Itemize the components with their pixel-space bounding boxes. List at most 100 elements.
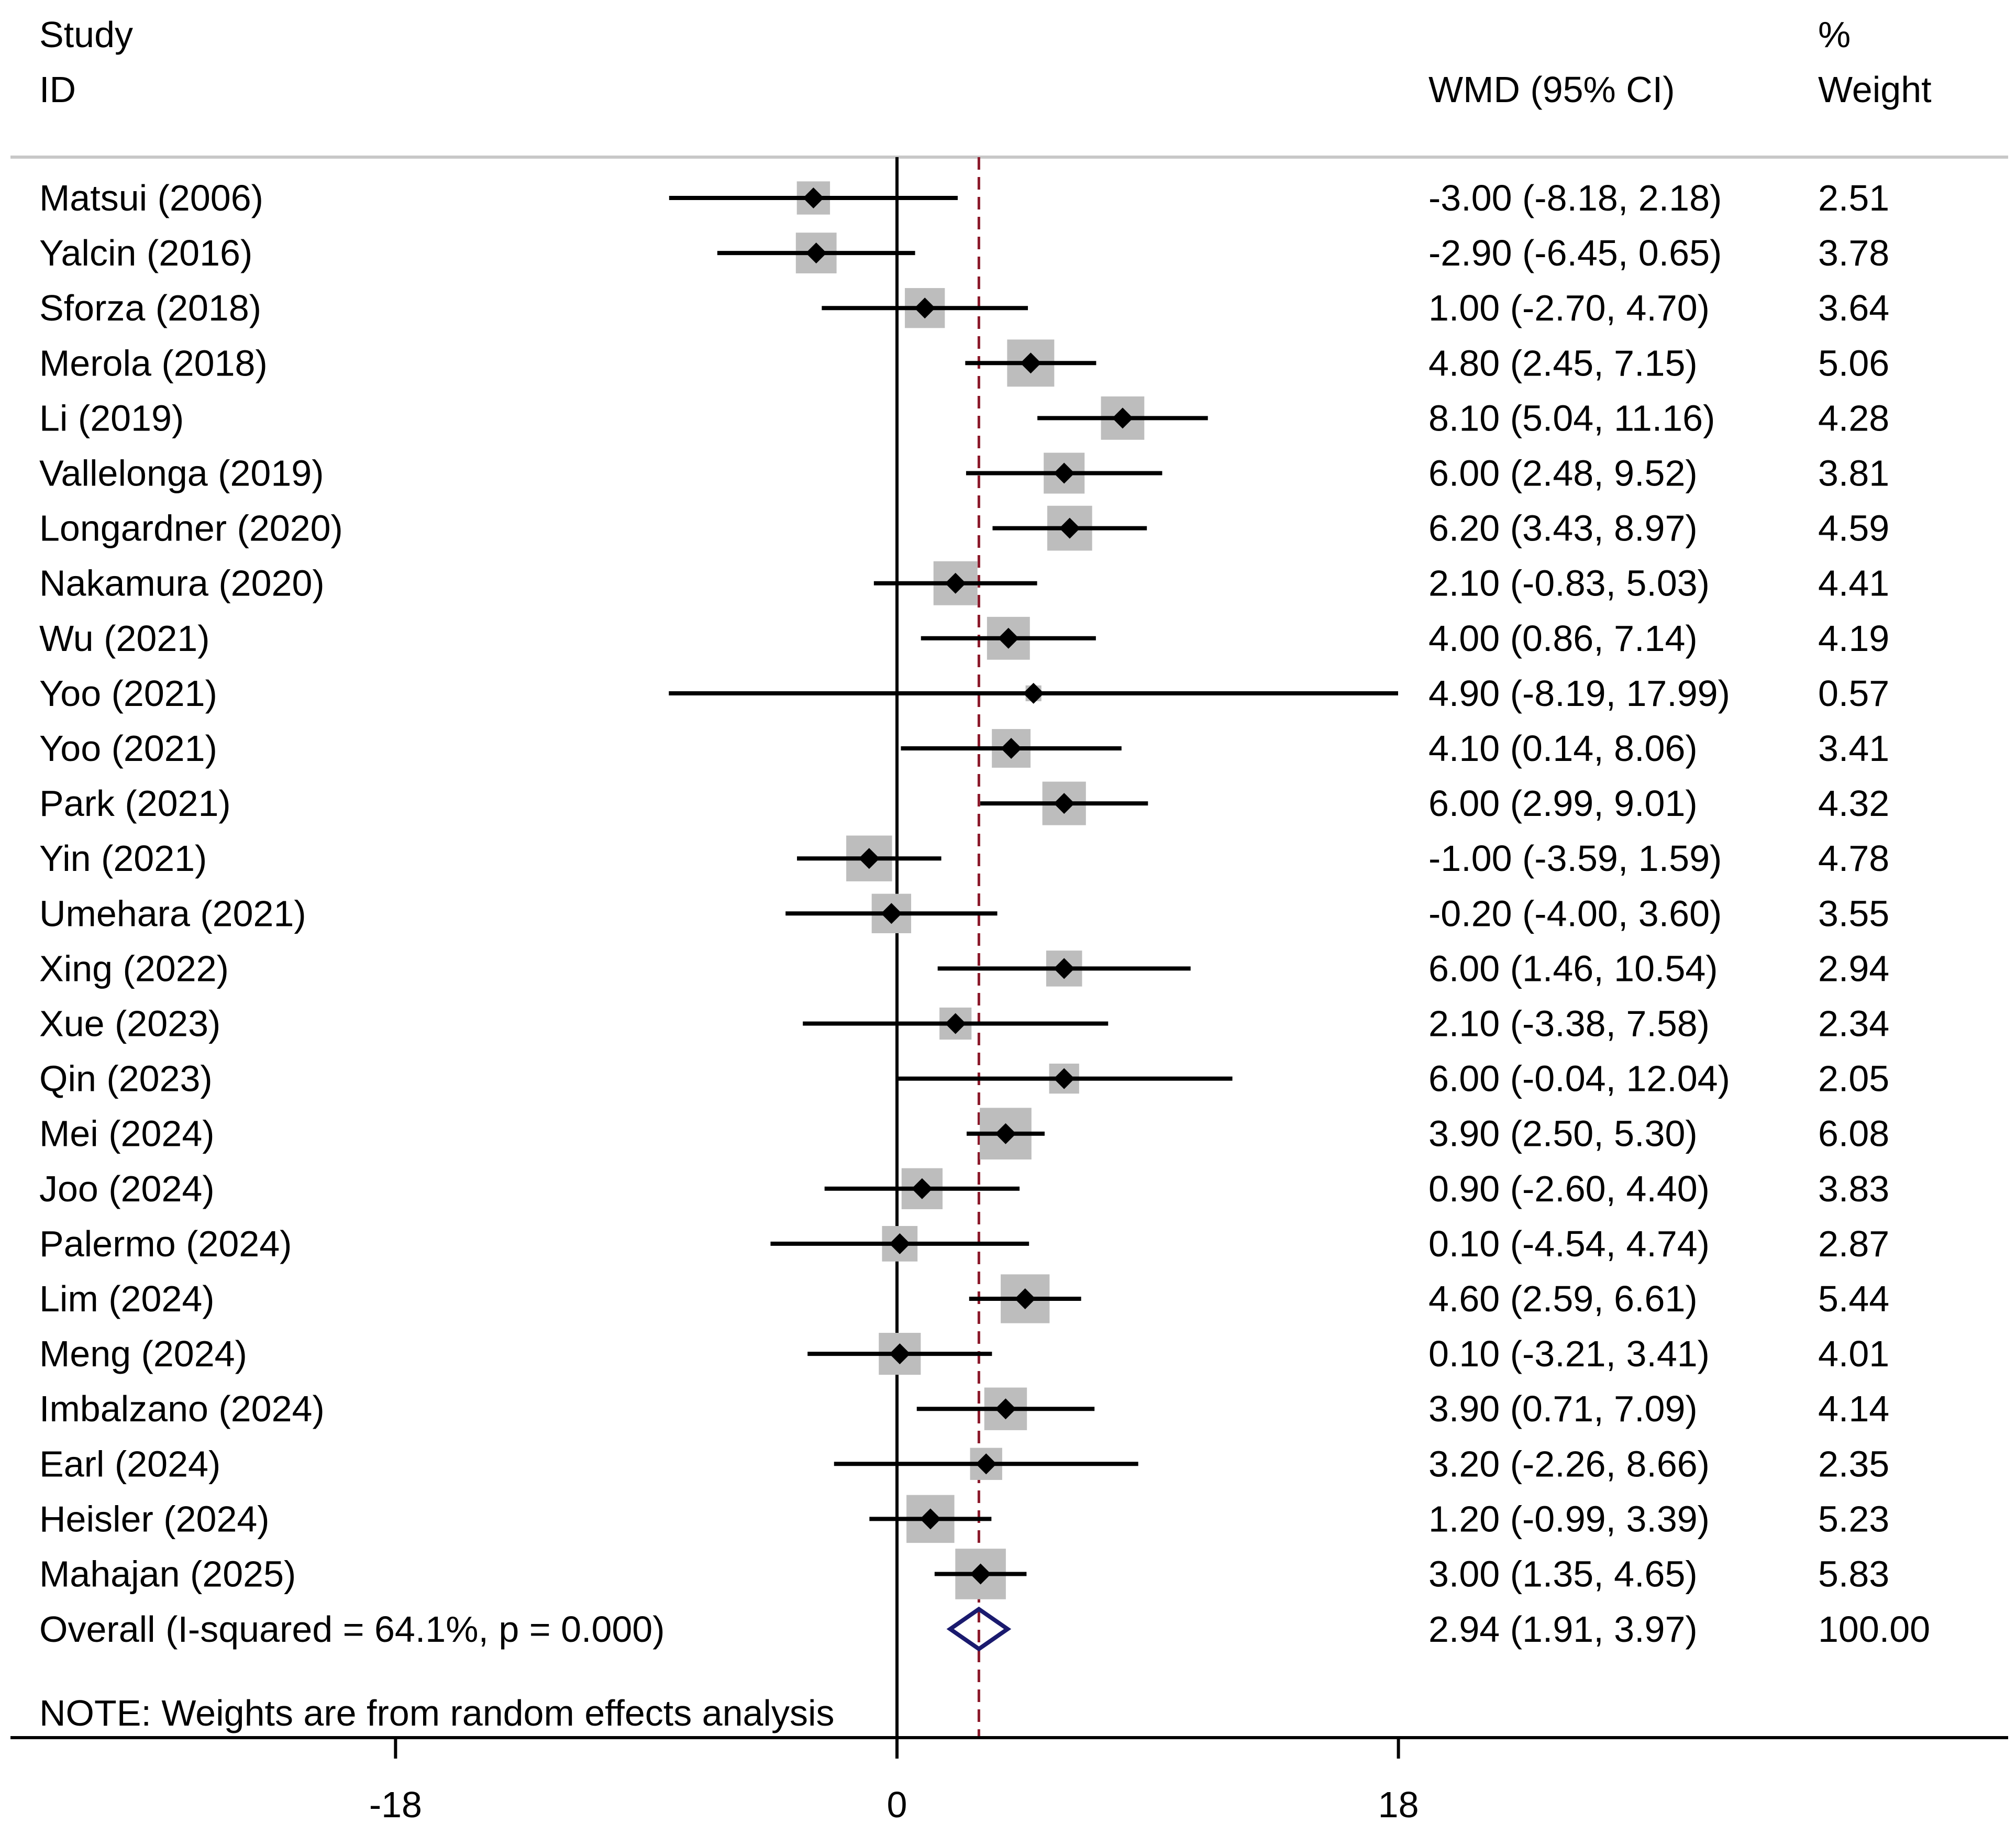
point-estimate: [805, 242, 827, 264]
study-label: Sforza (2018): [39, 288, 261, 328]
study-weight-text: 2.35: [1818, 1443, 1889, 1484]
header-weight: Weight: [1818, 69, 1932, 110]
point-estimate: [881, 903, 902, 924]
study-ci-text: 6.00 (2.48, 9.52): [1428, 453, 1698, 494]
study-ci-text: 4.80 (2.45, 7.15): [1428, 343, 1698, 383]
overall-weight-text: 100.00: [1818, 1609, 1930, 1650]
axis-layer: -18 0 18: [369, 1738, 1419, 1825]
overall-diamond: [946, 1606, 1012, 1652]
point-estimate: [1054, 958, 1075, 979]
study-label: Earl (2024): [39, 1443, 220, 1484]
header-effect: WMD (95% CI): [1428, 69, 1675, 110]
study-weight-text: 6.08: [1818, 1113, 1889, 1154]
point-estimate: [914, 297, 936, 319]
study-weight-text: 3.55: [1818, 893, 1889, 934]
study-label: Wu (2021): [39, 618, 210, 659]
study-weight-text: 4.19: [1818, 618, 1889, 659]
study-weight-text: 4.41: [1818, 563, 1889, 604]
study-weight-text: 4.14: [1818, 1388, 1889, 1429]
study-ci-text: -1.00 (-3.59, 1.59): [1428, 838, 1722, 879]
study-label: Xue (2023): [39, 1003, 220, 1044]
study-label: Longardner (2020): [39, 508, 343, 549]
point-estimate: [1054, 1068, 1075, 1089]
study-ci-text: 3.90 (0.71, 7.09): [1428, 1388, 1698, 1429]
x-tick-label: 18: [1378, 1784, 1419, 1825]
study-label: Matsui (2006): [39, 178, 263, 218]
study-ci-text: 8.10 (5.04, 11.16): [1428, 397, 1715, 438]
study-label: Imbalzano (2024): [39, 1388, 325, 1429]
point-estimate: [920, 1508, 941, 1530]
study-ci-text: 4.00 (0.86, 7.14): [1428, 618, 1698, 659]
point-estimate: [889, 1233, 911, 1254]
study-ci-text: 6.20 (3.43, 8.97): [1428, 508, 1698, 549]
study-ci-text: 2.10 (-0.83, 5.03): [1428, 563, 1710, 604]
point-estimate: [1054, 462, 1075, 484]
study-label: Park (2021): [39, 783, 231, 824]
point-estimate: [945, 1013, 966, 1034]
study-weight-text: 2.87: [1818, 1223, 1889, 1264]
study-ci-text: 0.90 (-2.60, 4.40): [1428, 1168, 1710, 1209]
study-ci-text: 4.60 (2.59, 6.61): [1428, 1278, 1698, 1319]
study-weight-text: 0.57: [1818, 673, 1889, 714]
rows-layer: Matsui (2006) -3.00 (-8.18, 2.18) 2.51 Yalc…: [39, 178, 1889, 1599]
study-ci-text: 6.00 (-0.04, 12.04): [1428, 1058, 1730, 1099]
study-ci-text: -2.90 (-6.45, 0.65): [1428, 233, 1722, 273]
study-weight-text: 5.06: [1818, 343, 1889, 383]
point-estimate: [995, 1123, 1016, 1144]
point-estimate: [995, 1398, 1016, 1420]
study-label: Mahajan (2025): [39, 1554, 296, 1595]
study-weight-text: 4.32: [1818, 783, 1889, 824]
point-estimate: [803, 187, 824, 208]
study-label: Joo (2024): [39, 1168, 215, 1209]
point-estimate: [889, 1343, 911, 1365]
header-id: ID: [39, 69, 76, 110]
point-estimate: [1112, 407, 1133, 429]
point-estimate: [945, 572, 966, 594]
study-ci-text: 4.90 (-8.19, 17.99): [1428, 673, 1730, 714]
study-ci-text: -3.00 (-8.18, 2.18): [1428, 178, 1722, 218]
study-weight-text: 3.64: [1818, 288, 1889, 328]
study-weight-text: 2.34: [1818, 1003, 1889, 1044]
study-ci-text: 0.10 (-3.21, 3.41): [1428, 1333, 1710, 1374]
study-weight-text: 4.28: [1818, 397, 1889, 438]
study-label: Merola (2018): [39, 343, 268, 383]
study-weight-text: 3.41: [1818, 728, 1889, 769]
study-label: Yin (2021): [39, 838, 207, 879]
point-estimate: [1014, 1288, 1036, 1309]
study-label: Yoo (2021): [39, 728, 217, 769]
point-estimate: [911, 1178, 933, 1199]
study-ci-text: 1.20 (-0.99, 3.39): [1428, 1498, 1710, 1539]
study-ci-text: 3.90 (2.50, 5.30): [1428, 1113, 1698, 1154]
study-weight-text: 5.83: [1818, 1554, 1889, 1595]
study-weight-text: 5.44: [1818, 1278, 1889, 1319]
point-estimate: [1054, 793, 1075, 814]
study-label: Lim (2024): [39, 1278, 215, 1319]
study-label: Yoo (2021): [39, 673, 217, 714]
study-ci-text: 3.20 (-2.26, 8.66): [1428, 1443, 1710, 1484]
study-label: Qin (2023): [39, 1058, 213, 1099]
study-ci-text: 2.10 (-3.38, 7.58): [1428, 1003, 1710, 1044]
study-label: Palermo (2024): [39, 1223, 292, 1264]
study-weight-text: 2.05: [1818, 1058, 1889, 1099]
study-label: Mei (2024): [39, 1113, 215, 1154]
point-estimate: [1020, 352, 1042, 374]
point-estimate: [858, 848, 880, 869]
study-label: Xing (2022): [39, 948, 229, 989]
study-label: Umehara (2021): [39, 893, 306, 934]
header-study: Study: [39, 14, 133, 55]
point-estimate: [970, 1563, 991, 1585]
study-weight-text: 4.01: [1818, 1333, 1889, 1374]
header-weight-pct: %: [1818, 14, 1851, 55]
study-weight-text: 4.78: [1818, 838, 1889, 879]
study-weight-text: 3.83: [1818, 1168, 1889, 1209]
note-text: NOTE: Weights are from random effects an…: [39, 1693, 835, 1733]
overall-label: Overall (I-squared = 64.1%, p = 0.000): [39, 1609, 665, 1650]
study-label: Heisler (2024): [39, 1498, 270, 1539]
point-estimate: [1001, 738, 1022, 759]
x-tick-label: -18: [369, 1784, 422, 1825]
point-estimate: [1059, 517, 1080, 539]
x-tick-label: 0: [887, 1784, 907, 1825]
study-ci-text: 0.10 (-4.54, 4.74): [1428, 1223, 1710, 1264]
study-weight-text: 3.78: [1818, 233, 1889, 273]
